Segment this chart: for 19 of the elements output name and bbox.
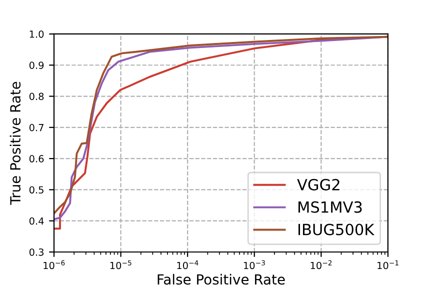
y-tick-label: 0.6: [29, 155, 44, 162]
y-axis-title: True Positive Rate: [10, 82, 21, 205]
y-tick-label: 0.3: [29, 248, 44, 256]
y-tick-label: 0.8: [29, 92, 44, 100]
y-tick-label: 0.5: [29, 186, 44, 194]
x-axis-title: False Positive Rate: [158, 274, 285, 285]
legend-label: IBUG500K: [298, 224, 375, 236]
x-tick-label: 10$^{−3}$: [244, 260, 265, 270]
y-tick-label: 0.7: [29, 124, 44, 132]
x-tick-label: 10$^{−6}$: [44, 260, 65, 270]
x-tick-label: 10$^{−4}$: [177, 260, 198, 270]
x-tick-label: 10$^{−2}$: [310, 260, 332, 270]
y-tick-label: 1.0: [30, 30, 44, 38]
legend-label: MS1MV3: [298, 201, 362, 213]
y-tick-label: 0.9: [29, 62, 44, 69]
legend-label: VGG2: [297, 178, 340, 190]
y-tick-label: 0.4: [29, 217, 44, 225]
x-tick-label: 10$^{−1}$: [378, 260, 398, 270]
x-tick-label: 10$^{−5}$: [110, 260, 132, 270]
